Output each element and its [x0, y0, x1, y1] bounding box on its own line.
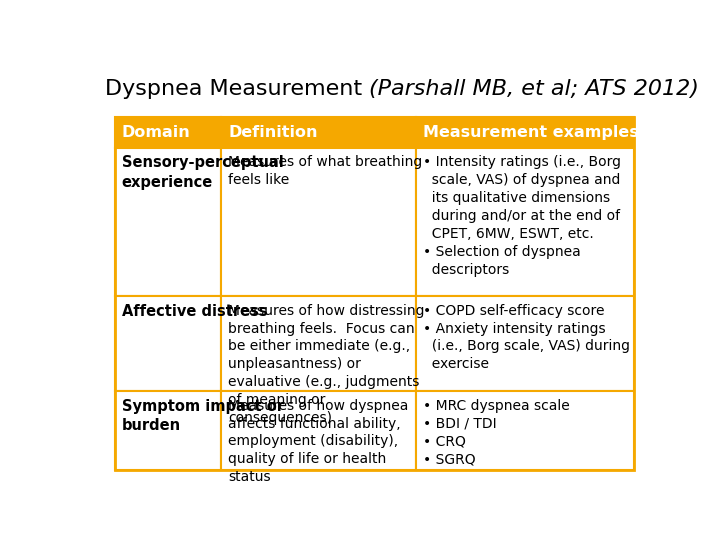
Bar	[115, 392, 222, 470]
Text: • MRC dyspnea scale
• BDI / TDI
• CRQ
• SGRQ: • MRC dyspnea scale • BDI / TDI • CRQ • …	[423, 399, 570, 466]
Text: (Parshall MB, et al; ATS 2012): (Parshall MB, et al; ATS 2012)	[369, 79, 699, 99]
Text: • COPD self-efficacy score
• Anxiety intensity ratings
  (i.e., Borg scale, VAS): • COPD self-efficacy score • Anxiety int…	[423, 303, 630, 371]
Bar	[115, 296, 222, 392]
Text: Domain: Domain	[122, 125, 191, 140]
Bar	[222, 296, 416, 392]
Text: Symptom impact or
burden: Symptom impact or burden	[122, 399, 284, 433]
Bar	[115, 117, 634, 470]
Bar	[115, 117, 222, 148]
Text: Affective distress: Affective distress	[122, 303, 267, 319]
Bar	[416, 117, 634, 148]
Text: Measures of how distressing
breathing feels.  Focus can
be either immediate (e.g: Measures of how distressing breathing fe…	[228, 303, 425, 425]
Bar	[115, 148, 222, 296]
Text: Measures of what breathing
feels like: Measures of what breathing feels like	[228, 156, 423, 187]
Bar	[222, 148, 416, 296]
Bar	[416, 148, 634, 296]
Bar	[416, 392, 634, 470]
Bar	[416, 296, 634, 392]
Bar	[222, 117, 416, 148]
Bar	[222, 392, 416, 470]
Text: Dyspnea Measurement: Dyspnea Measurement	[104, 79, 369, 99]
Text: Measurement examples: Measurement examples	[423, 125, 639, 140]
Text: • Intensity ratings (i.e., Borg
  scale, VAS) of dyspnea and
  its qualitative d: • Intensity ratings (i.e., Borg scale, V…	[423, 156, 621, 276]
Text: Measures of how dyspnea
affects functional ability,
employment (disability),
qua: Measures of how dyspnea affects function…	[228, 399, 408, 484]
Text: Definition: Definition	[228, 125, 318, 140]
Text: Sensory-perceptual
experience: Sensory-perceptual experience	[122, 156, 284, 190]
